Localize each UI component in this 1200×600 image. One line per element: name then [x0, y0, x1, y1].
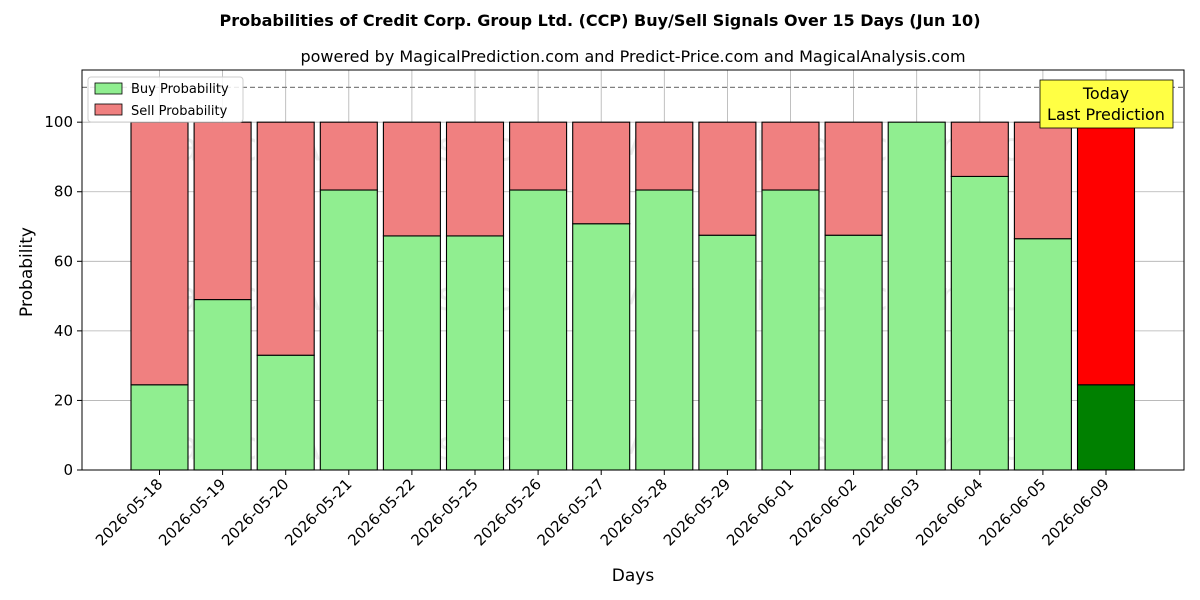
sell-bar	[1013, 121, 1072, 240]
buy-bar	[950, 175, 1009, 471]
buy-bar	[635, 189, 694, 471]
buy-bar	[824, 234, 883, 471]
y-tick-label: 80	[54, 183, 73, 201]
buy-bar	[1013, 238, 1072, 471]
buy-bar	[130, 384, 189, 471]
x-tick-label: 2026-06-09	[1038, 475, 1112, 549]
sell-bar	[319, 121, 378, 191]
annotation-box	[1039, 79, 1174, 129]
y-tick-label: 60	[54, 252, 73, 270]
x-tick-label: 2026-06-02	[786, 475, 860, 549]
buy-bar	[382, 235, 441, 471]
legend-swatch-sell	[94, 103, 123, 116]
y-tick-label: 40	[54, 322, 73, 340]
bars-layer	[130, 121, 1136, 471]
x-tick-label: 2026-05-29	[660, 475, 734, 549]
sell-bar	[256, 121, 315, 356]
legend-label-buy: Buy Probability	[131, 82, 229, 97]
sell-bar	[1076, 121, 1136, 386]
sell-bar	[950, 121, 1009, 177]
x-tick-label: 2026-05-28	[597, 475, 671, 549]
x-axis-label: Days	[612, 566, 655, 586]
x-tick-label: 2026-06-04	[912, 475, 986, 549]
x-tick-label: 2026-05-21	[281, 475, 355, 549]
x-tick-label: 2026-05-18	[92, 475, 166, 549]
x-tick-label: 2026-06-01	[723, 475, 797, 549]
buy-bar	[761, 189, 820, 471]
x-tick-label: 2026-05-22	[344, 475, 418, 549]
legend-label-sell: Sell Probability	[131, 104, 228, 119]
x-tick-label: 2026-05-20	[218, 475, 292, 549]
x-tick-label: 2026-05-19	[155, 475, 229, 549]
chart-subtitle: powered by MagicalPrediction.com and Pre…	[300, 47, 965, 66]
legend: Buy Probability Sell Probability	[87, 76, 244, 123]
y-tick-label: 20	[54, 391, 73, 409]
sell-bar	[130, 121, 189, 386]
legend-swatch-buy	[94, 82, 123, 95]
buy-bar	[256, 354, 315, 471]
chart-title: Probabilities of Credit Corp. Group Ltd.…	[220, 11, 981, 30]
x-tick-label: 2026-05-26	[471, 475, 545, 549]
buy-bar	[509, 189, 568, 471]
today-annotation: Today Last Prediction	[1039, 79, 1174, 129]
annotation-line-today: Today	[1082, 84, 1129, 103]
buy-bar	[193, 299, 252, 471]
buy-bar	[1076, 384, 1136, 471]
sell-bar	[824, 121, 883, 236]
y-axis-label: Probability	[17, 227, 37, 317]
buy-bar	[319, 189, 378, 471]
sell-bar	[572, 121, 631, 225]
plot-frame	[81, 69, 1185, 471]
x-tick-label: 2026-06-05	[975, 475, 1049, 549]
y-tick-label: 0	[63, 461, 73, 479]
sell-bar	[761, 121, 820, 191]
buy-bar	[698, 234, 757, 471]
sell-bar	[382, 121, 441, 237]
sell-bar	[445, 121, 505, 237]
buy-bar	[572, 223, 631, 471]
annotation-line-last-prediction: Last Prediction	[1047, 105, 1165, 124]
sell-bar	[509, 121, 568, 191]
x-tick-label: 2026-05-27	[534, 475, 608, 549]
legend-box	[87, 76, 244, 123]
sell-bar	[193, 121, 252, 301]
sell-bar	[698, 121, 757, 236]
buy-bar	[445, 235, 505, 471]
x-tick-label: 2026-05-25	[407, 475, 481, 549]
sell-bar	[635, 121, 694, 191]
buy-bar	[887, 121, 946, 471]
y-tick-label: 100	[44, 113, 73, 131]
x-tick-label: 2026-06-03	[849, 475, 923, 549]
